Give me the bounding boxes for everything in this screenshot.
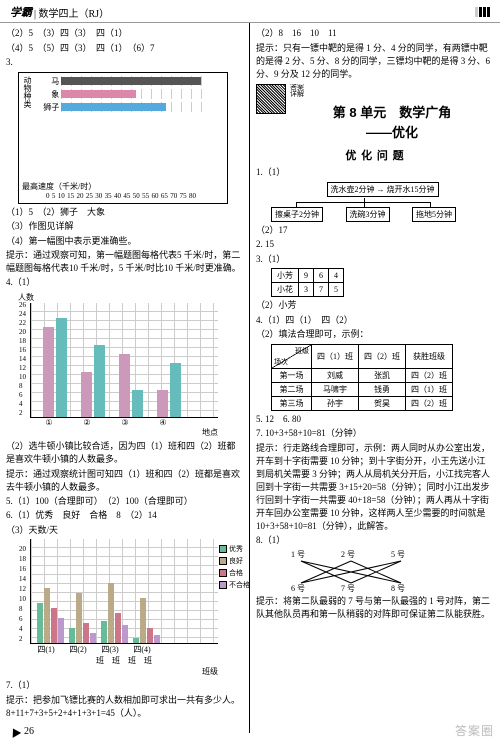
answer-line: 6.（1）优秀 良好 合格 8 （2）14	[6, 509, 243, 523]
diagram-node: 6 号	[291, 583, 305, 594]
hint-text: 提示：将第二队最弱的 7 号与第一队最强的 1 号对阵，第二队其他队员再和第一队…	[256, 595, 494, 621]
chart-xunit: 班级	[30, 666, 218, 677]
unit-subtitle: ——优化	[290, 122, 494, 141]
answer-line: （2）小芳	[256, 299, 494, 313]
matching-diagram: 1 号 2 号 5 号 6 号 7 号 8 号	[286, 551, 426, 591]
diagram-node: 5 号	[391, 549, 405, 560]
question-num: 3.	[6, 56, 243, 70]
chart-ytitle: 动物种类	[22, 76, 33, 136]
answer-line: （2）17	[256, 224, 494, 238]
question-num: 8.（1）	[256, 535, 285, 545]
diagram-node: 7 号	[341, 583, 355, 594]
chart-legend: 优秀良好合格不合格	[219, 544, 250, 592]
answer-line: （2）填法合理即可，示例：	[256, 328, 494, 342]
hint-text: 提示：通过观察统计图可知四（1）班和四（2）班都是喜欢去牛顿小镇的人数最多。	[6, 468, 243, 494]
answer-line: （4）5 （5）四（3） 四（1） （6）7	[6, 42, 243, 56]
watermark: 答案圈	[455, 722, 494, 739]
question-num: 3.（1）	[256, 253, 494, 267]
page-number: 26	[10, 726, 34, 737]
page-header: 学霸 | 数学四上（RJ）	[0, 0, 500, 23]
flow-box: 擦桌子2分钟	[271, 207, 323, 222]
diagram-node: 8 号	[391, 583, 405, 594]
chart-xlabels: ①②③④	[30, 418, 218, 427]
flow-box: 洗碗3分钟	[346, 207, 390, 222]
vertical-bar-chart: 人数 2468101214161820222426 ①②③④ 地点	[18, 292, 218, 438]
hint-text: 提示：行走路线合理即可，示例：两人同时从办公室出发，开车到十字街需要 10 分钟…	[256, 442, 494, 533]
flow-box: 洗水壶2分钟 → 烧开水15分钟	[327, 182, 439, 197]
diagram-node: 2 号	[341, 549, 355, 560]
answer-line: 2. 15	[256, 238, 494, 252]
right-column: （2）8 16 10 11 提示：只有一镖中靶的是得 1 分、4 分的同学，有两…	[250, 23, 500, 733]
answer-line: （3）天数/天	[6, 524, 243, 538]
qr-label: 答案详解	[290, 84, 304, 99]
answer-line: 5.（1）100（合理即可） （2）100（合理即可）	[6, 495, 243, 509]
hint-text: 提示：通过观察可知，第一幅题图每格代表5 千米/时，第二幅题图每格代表10 千米…	[6, 249, 243, 275]
chart-xunit: 地点	[30, 427, 218, 438]
horizontal-bar-chart: 动物种类 马象狮子 最高速度（千米/时） 0510152025303540455…	[18, 72, 228, 204]
grouped-bar-chart: 优秀良好合格不合格 2468101214161820 四(1)四(2)四(3)四…	[18, 539, 218, 677]
answer-line: （4）第一幅图中表示更准确些。	[6, 235, 243, 249]
data-table: 班级场次四（1）班四（2）班获胜班级第一场刘威张凯四（2）班第二场马啸宇钱勇四（…	[271, 344, 453, 411]
logo: 学霸	[10, 4, 32, 20]
answer-line: （1）5 （2）狮子 大象	[6, 206, 243, 220]
answer-line: （2）5 （3）四（3） 四（1）	[6, 27, 243, 41]
unit-title: 第 8 单元 数学广角	[290, 102, 494, 121]
qr-icon	[256, 84, 286, 114]
flow-box: 拖地5分钟	[412, 207, 456, 222]
answer-line: （3）作图见详解	[6, 220, 243, 234]
unit-topic: 优 化 问 题	[256, 147, 494, 163]
chart-area: 2468101214161820222426	[30, 303, 218, 418]
left-column: （2）5 （3）四（3） 四（1） （4）5 （5）四（3） 四（1） （6）7…	[0, 23, 250, 733]
answer-line: 5. 12 6. 80	[256, 413, 494, 427]
chart-xunit: 最高速度（千米/时）	[22, 181, 96, 192]
hint-text: 提示：把参加飞镖比赛的人数相加即可求出一共有多少人。8+11+7+3+5+2+4…	[6, 694, 243, 720]
hint-text: 提示：只有一镖中靶的是得 1 分、4 分的同学，有两镖中靶的是得 2 分、5 分…	[256, 42, 494, 81]
answer-line: （2）8 16 10 11	[256, 27, 494, 41]
subject: | 数学四上（RJ）	[34, 5, 109, 20]
answer-line: 7. 10+3+58+10=81（分钟）	[256, 427, 494, 441]
chart-area: 优秀良好合格不合格 2468101214161820	[30, 539, 218, 644]
chart-xlabels: 四(1)四(2)四(3)四(4)	[30, 644, 218, 655]
question-num: 1.（1）	[256, 166, 494, 180]
chart-ytitle: 人数	[18, 292, 218, 303]
chart-midlabel: 班 班 班 班	[30, 655, 218, 666]
question-num: 7.（1）	[6, 679, 243, 693]
diagram-node: 1 号	[291, 549, 305, 560]
unit-header-row: 答案详解 第 8 单元 数学广角 ——优化	[256, 84, 494, 144]
answer-line: （2）选牛顿小镇比较合适，因为四（1）班和四（2）班都是喜欢牛顿小镇的人数最多。	[6, 440, 243, 467]
data-table: 小芳964小花375	[271, 268, 344, 297]
chart-xaxis: 05101520253035404550556065707580	[46, 192, 196, 200]
flowchart: 洗水壶2分钟 → 烧开水15分钟 擦桌子2分钟 洗碗3分钟 拖地5分钟	[271, 182, 494, 222]
question-num: 4.（1）	[6, 276, 243, 290]
header-bars	[475, 7, 490, 17]
answer-line: 4.（1）四（1） 四（2）	[256, 314, 494, 328]
